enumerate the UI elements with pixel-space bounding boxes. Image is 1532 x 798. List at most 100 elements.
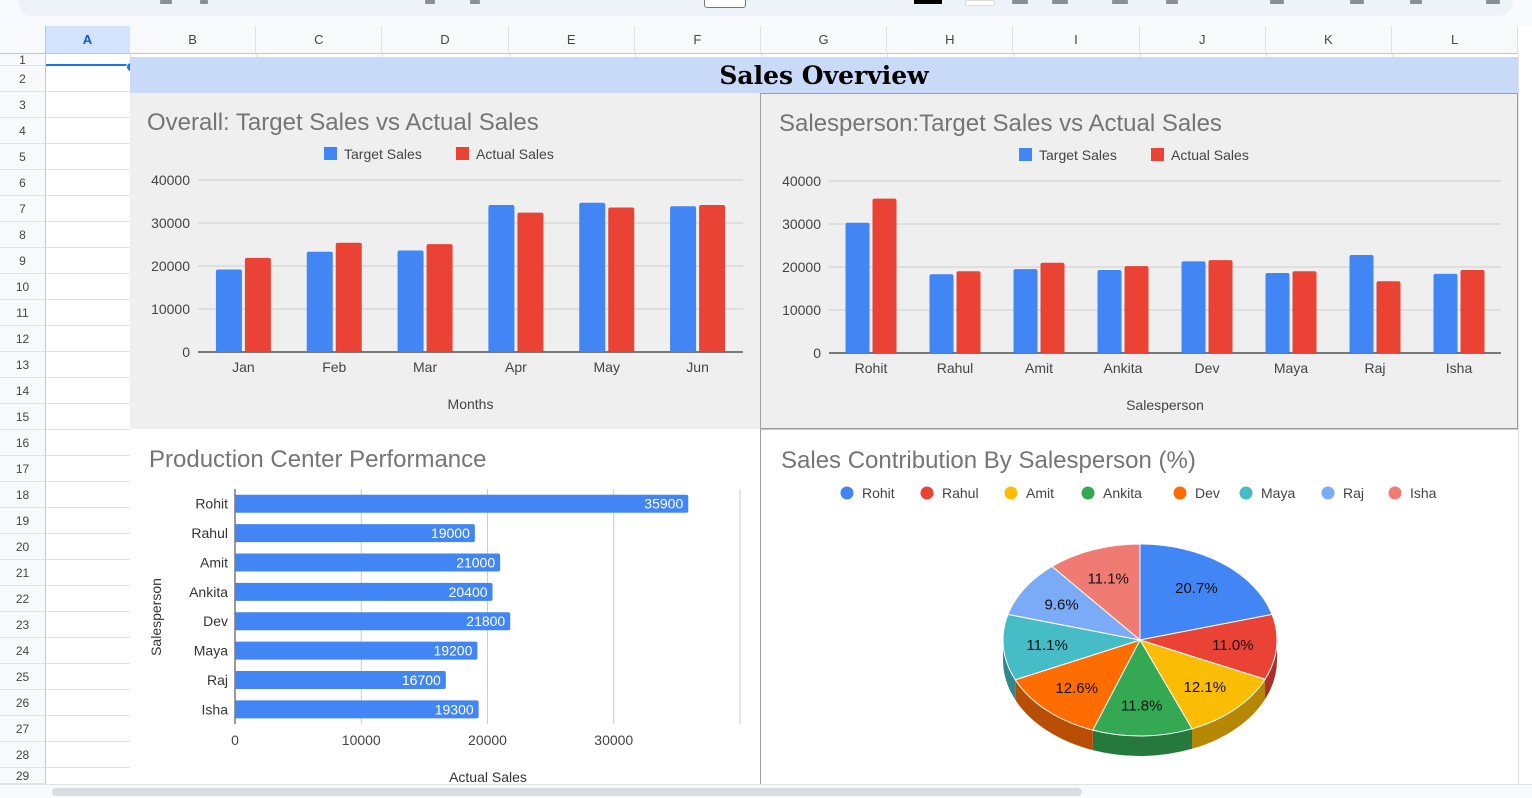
row-header-18[interactable]: 18 xyxy=(0,482,46,508)
bar-feb-actual-sales[interactable] xyxy=(335,242,362,352)
chart-production-center-performance[interactable]: Production Center Performance 0 10000 20000… xyxy=(130,429,760,784)
row-header-28[interactable]: 28 xyxy=(0,742,46,768)
chart-salesperson-target-vs-actual[interactable]: Salesperson:Target Sales vs Actual Sales… xyxy=(760,93,1518,429)
row-header-4[interactable]: 4 xyxy=(0,118,46,144)
column-header-g[interactable]: G xyxy=(761,26,888,54)
row-header-19[interactable]: 19 xyxy=(0,508,46,534)
column-header-e[interactable]: E xyxy=(508,26,635,54)
pie-slice-rohit[interactable] xyxy=(1139,543,1273,641)
row-header-23[interactable]: 23 xyxy=(0,612,46,638)
column-header-h[interactable]: H xyxy=(887,26,1014,54)
bar-apr-actual-sales[interactable] xyxy=(517,212,544,352)
horizontal-scrollbar[interactable] xyxy=(0,784,1532,798)
bar-rohit-actual-sales[interactable] xyxy=(872,198,897,353)
sales-overview-banner[interactable]: Sales Overview xyxy=(130,57,1518,93)
comment-icon[interactable] xyxy=(1410,0,1422,4)
bar-isha-actual-sales[interactable] xyxy=(1460,270,1485,353)
bar-jan-actual-sales[interactable] xyxy=(244,257,271,352)
row-header-13[interactable]: 13 xyxy=(0,352,46,378)
format-icon[interactable] xyxy=(470,0,480,4)
bar-maya-actual-sales[interactable] xyxy=(1292,271,1317,353)
pie-slice-maya[interactable] xyxy=(1002,613,1141,681)
column-header-b[interactable]: B xyxy=(130,26,257,54)
row-header-2[interactable]: 2 xyxy=(0,66,46,92)
more-icon[interactable] xyxy=(1486,0,1500,4)
row-header-12[interactable]: 12 xyxy=(0,326,46,352)
row-header-24[interactable]: 24 xyxy=(0,638,46,664)
bar-raj-actual-sales[interactable] xyxy=(1376,281,1401,353)
bar-mar-actual-sales[interactable] xyxy=(426,244,453,352)
bar-ankita-actual-sales[interactable] xyxy=(1124,266,1149,353)
bar-ankita[interactable] xyxy=(235,582,493,601)
row-header-25[interactable]: 25 xyxy=(0,664,46,690)
rotate-icon[interactable] xyxy=(1270,0,1284,4)
row-header-3[interactable]: 3 xyxy=(0,92,46,118)
pie-slice-dev[interactable] xyxy=(1014,639,1142,731)
row-header-20[interactable]: 20 xyxy=(0,534,46,560)
row-header-11[interactable]: 11 xyxy=(0,300,46,326)
decimal-icon[interactable] xyxy=(425,0,435,4)
pie-slice-raj[interactable] xyxy=(1007,565,1141,641)
row-header-6[interactable]: 6 xyxy=(0,170,46,196)
row-header-15[interactable]: 15 xyxy=(0,404,46,430)
bar-amit-target-sales[interactable] xyxy=(1013,269,1038,353)
horizontal-scroll-thumb[interactable] xyxy=(52,788,1082,796)
bar-isha-target-sales[interactable] xyxy=(1433,273,1458,353)
bar-amit-actual-sales[interactable] xyxy=(1040,262,1065,353)
bar-maya[interactable] xyxy=(235,641,478,660)
paint-format-icon[interactable] xyxy=(200,0,208,4)
bar-dev-target-sales[interactable] xyxy=(1181,261,1206,353)
column-header-c[interactable]: C xyxy=(256,26,383,54)
column-header-d[interactable]: D xyxy=(382,26,509,54)
bar-rohit-target-sales[interactable] xyxy=(845,222,870,353)
column-header-f[interactable]: F xyxy=(634,26,761,54)
bar-may-actual-sales[interactable] xyxy=(608,207,635,352)
pie-slice-ankita[interactable] xyxy=(1092,638,1193,737)
bar-dev-actual-sales[interactable] xyxy=(1208,260,1233,353)
bar-rahul[interactable] xyxy=(235,524,475,543)
row-header-21[interactable]: 21 xyxy=(0,560,46,586)
row-header-1[interactable]: 1 xyxy=(0,53,46,67)
bar-feb-target-sales[interactable] xyxy=(306,251,333,352)
bar-jun-actual-sales[interactable] xyxy=(699,204,726,352)
row-header-10[interactable]: 10 xyxy=(0,274,46,300)
bar-raj[interactable] xyxy=(235,670,446,689)
undo-icon[interactable] xyxy=(160,0,172,4)
bar-isha[interactable] xyxy=(235,700,479,719)
bar-mar-target-sales[interactable] xyxy=(397,250,424,352)
row-header-22[interactable]: 22 xyxy=(0,586,46,612)
row-header-9[interactable]: 9 xyxy=(0,248,46,274)
chart-sales-contribution-pie[interactable]: Sales Contribution By Salesperson (%) Roh… xyxy=(760,429,1518,784)
chart-overall-target-vs-actual[interactable]: Overall: Target Sales vs Actual Sales Tar… xyxy=(130,93,760,429)
vertical-scroll-track[interactable] xyxy=(1518,54,1532,797)
column-header-i[interactable]: I xyxy=(1013,26,1140,54)
bar-may-target-sales[interactable] xyxy=(579,202,606,352)
link-icon[interactable] xyxy=(1350,0,1364,4)
pie-slice-amit[interactable] xyxy=(1138,639,1266,730)
bar-rahul-actual-sales[interactable] xyxy=(956,271,981,353)
fill-color-icon[interactable] xyxy=(965,0,995,6)
bar-raj-target-sales[interactable] xyxy=(1349,254,1374,353)
pie-slice-isha[interactable] xyxy=(1051,543,1141,642)
bar-dev[interactable] xyxy=(235,612,511,631)
row-header-17[interactable]: 17 xyxy=(0,456,46,482)
row-header-5[interactable]: 5 xyxy=(0,144,46,170)
row-header-8[interactable]: 8 xyxy=(0,222,46,248)
row-header-27[interactable]: 27 xyxy=(0,716,46,742)
align-icon[interactable] xyxy=(1112,0,1128,4)
bar-apr-target-sales[interactable] xyxy=(488,204,515,352)
valign-icon[interactable] xyxy=(1166,0,1178,4)
row-header-29[interactable]: 29 xyxy=(0,768,46,784)
bar-jun-target-sales[interactable] xyxy=(670,206,697,352)
merge-icon[interactable] xyxy=(1052,0,1068,4)
bar-amit[interactable] xyxy=(235,553,501,572)
bar-ankita-target-sales[interactable] xyxy=(1097,270,1122,353)
column-header-l[interactable]: L xyxy=(1392,26,1519,54)
column-header-k[interactable]: K xyxy=(1265,26,1392,54)
borders-icon[interactable] xyxy=(1012,0,1028,4)
row-header-16[interactable]: 16 xyxy=(0,430,46,456)
row-header-26[interactable]: 26 xyxy=(0,690,46,716)
text-color-icon[interactable] xyxy=(914,0,942,4)
font-size-field[interactable] xyxy=(704,0,746,8)
column-header-a[interactable]: A xyxy=(46,26,130,54)
